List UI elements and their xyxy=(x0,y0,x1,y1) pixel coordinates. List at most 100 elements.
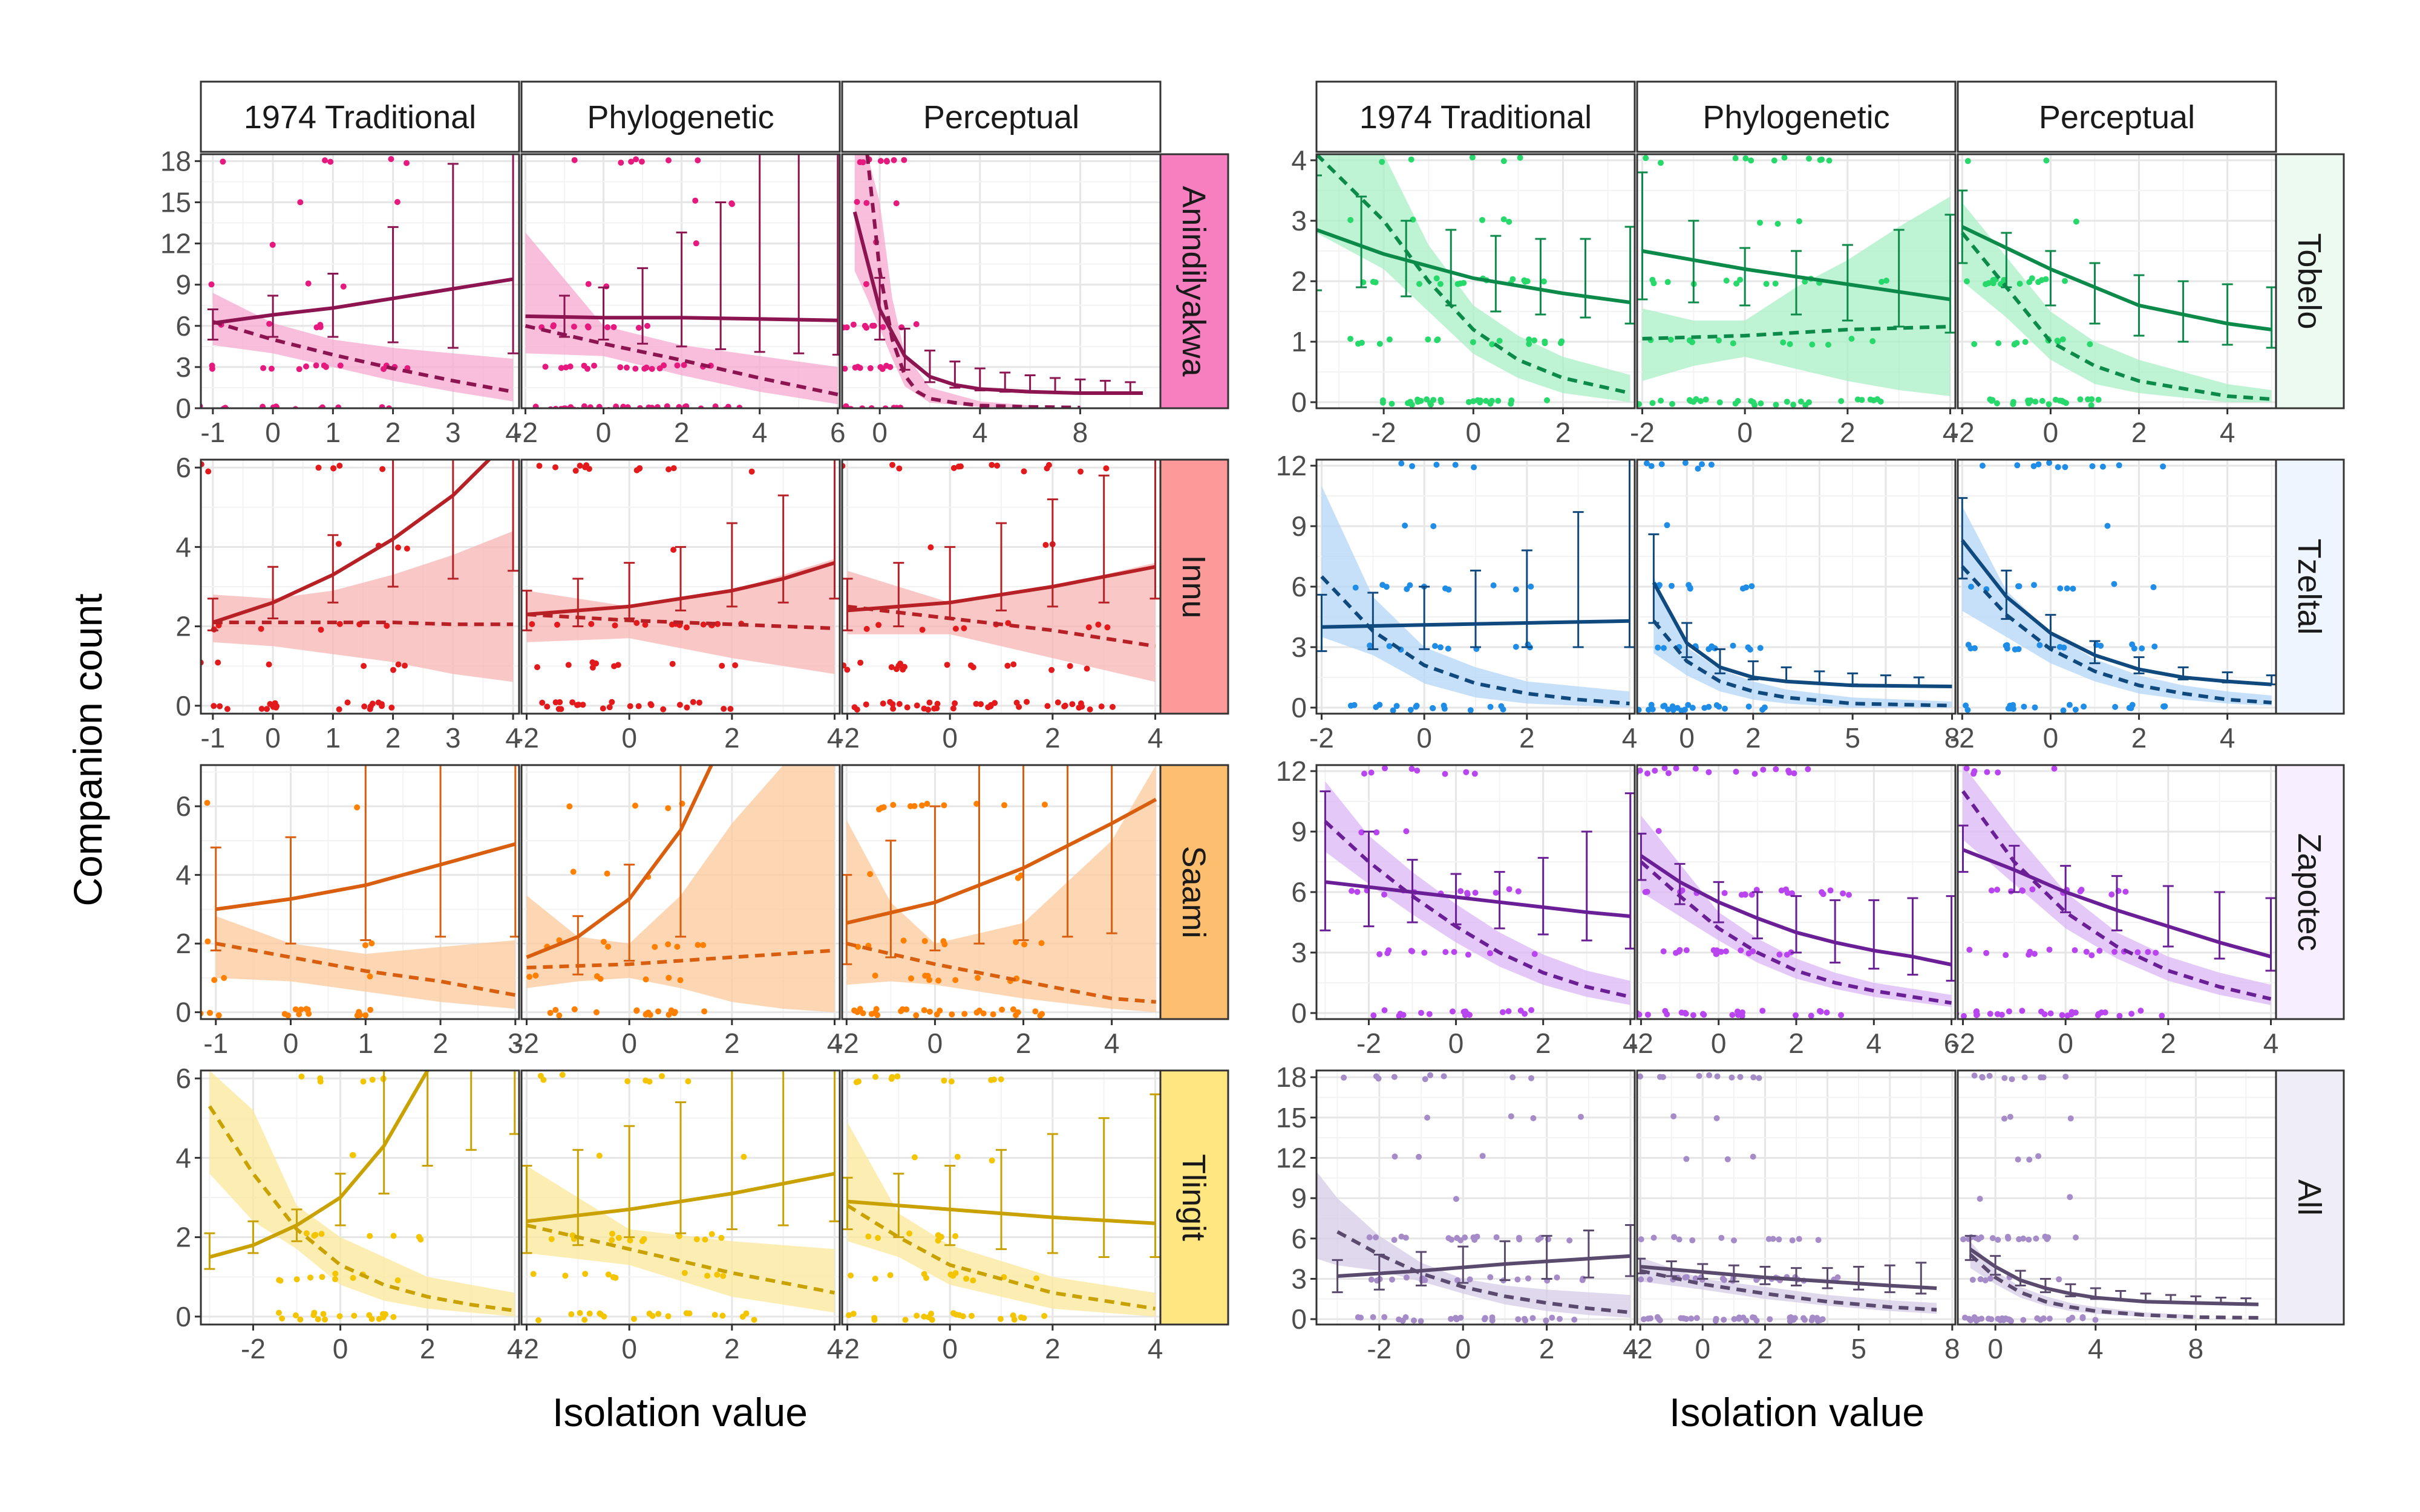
panel-saami-1: -2 0 2 4 xyxy=(514,764,842,1059)
y-tick-label: 0 xyxy=(175,690,191,722)
fit-line-solid xyxy=(1962,848,2272,959)
data-point xyxy=(547,1009,554,1016)
data-point xyxy=(695,942,701,948)
data-point xyxy=(1692,765,1699,772)
raw-points xyxy=(1637,765,1852,1019)
data-point xyxy=(303,1230,310,1237)
data-point xyxy=(1542,340,1548,347)
data-point xyxy=(1095,621,1102,628)
data-point xyxy=(1540,278,1547,285)
data-point xyxy=(2020,1317,2027,1323)
x-tick-label: 0 xyxy=(621,722,637,754)
x-tick-label: -2 xyxy=(1309,722,1334,754)
x-tick-label: 8 xyxy=(1944,1333,1960,1364)
data-point xyxy=(2079,1315,2086,1321)
x-tick-label: 4 xyxy=(1623,1028,1638,1059)
data-point xyxy=(665,805,672,812)
data-point xyxy=(627,1237,633,1243)
data-point xyxy=(1662,1008,1669,1014)
column-header-label: 1974 Traditional xyxy=(244,99,476,135)
panel-plot-area xyxy=(201,154,519,408)
fit-line-dashed xyxy=(865,154,1081,408)
data-point xyxy=(1817,157,1823,163)
data-point xyxy=(1487,400,1494,407)
data-point xyxy=(1433,461,1440,468)
data-point xyxy=(327,158,334,165)
data-point xyxy=(548,1236,555,1242)
data-point xyxy=(1750,1153,1756,1160)
data-point xyxy=(692,197,699,204)
data-point xyxy=(999,1006,1006,1013)
data-point xyxy=(2059,1012,2065,1018)
data-point xyxy=(1737,1074,1744,1080)
x-tick-label: 4 xyxy=(2220,722,2235,754)
confidence-ribbon xyxy=(1970,1241,2196,1318)
x-axis-title-right: Isolation value xyxy=(1669,1390,1925,1435)
data-point xyxy=(390,1314,397,1320)
data-point xyxy=(883,158,890,164)
data-point xyxy=(1676,947,1683,953)
data-point xyxy=(1512,644,1519,650)
x-tick-label: 0 xyxy=(1448,1028,1464,1059)
confidence-ribbon xyxy=(1653,576,1952,708)
data-point xyxy=(922,973,929,979)
data-point xyxy=(1471,771,1478,777)
fit-line-solid xyxy=(1640,854,1952,966)
data-point xyxy=(904,704,911,711)
data-point xyxy=(604,870,610,877)
data-point xyxy=(1964,706,1971,713)
data-point xyxy=(2059,397,2065,404)
column-header-label: 1974 Traditional xyxy=(1359,99,1592,135)
data-point xyxy=(1644,770,1650,777)
data-point xyxy=(2003,952,2009,959)
data-point xyxy=(1695,465,1701,472)
y-tick-label: 9 xyxy=(1291,816,1307,847)
data-point xyxy=(1526,341,1532,347)
data-point xyxy=(1988,1316,1995,1323)
data-point xyxy=(712,403,719,408)
data-point xyxy=(1683,1011,1689,1017)
fit-line-solid xyxy=(1969,1248,2259,1306)
panel-border xyxy=(1957,764,2277,1020)
column-header-label: Perceptual xyxy=(2039,99,2195,135)
data-point xyxy=(1710,644,1716,651)
data-point xyxy=(1715,337,1722,344)
data-point xyxy=(1508,397,1515,404)
data-point xyxy=(715,621,721,627)
data-point xyxy=(638,158,645,165)
data-point xyxy=(2095,396,2102,403)
data-point xyxy=(1457,1314,1464,1321)
data-point xyxy=(1678,1315,1684,1321)
data-point xyxy=(317,1075,324,1081)
data-point xyxy=(1713,1115,1720,1121)
data-point xyxy=(1442,585,1448,591)
data-point xyxy=(536,463,543,469)
data-point xyxy=(1509,276,1516,282)
data-point xyxy=(266,661,272,668)
data-point xyxy=(1802,278,1808,285)
data-point xyxy=(1408,156,1414,163)
data-point xyxy=(585,281,592,287)
data-point xyxy=(1379,158,1385,165)
x-tick-label: 1 xyxy=(325,722,341,754)
data-point xyxy=(695,157,701,164)
data-point xyxy=(929,1317,935,1323)
panel-plot-area xyxy=(842,1070,1160,1325)
data-point xyxy=(1460,1009,1467,1015)
data-point xyxy=(1796,1236,1802,1242)
data-point xyxy=(1786,769,1793,776)
data-point xyxy=(863,281,869,287)
data-point xyxy=(382,1311,388,1317)
data-point xyxy=(1506,218,1512,225)
data-point xyxy=(1810,1314,1816,1321)
data-point xyxy=(1698,398,1704,405)
data-point xyxy=(2098,642,2104,649)
data-point xyxy=(2092,1317,2099,1323)
data-point xyxy=(665,941,672,948)
data-point xyxy=(1977,1276,1984,1283)
panel-zapotec-2: -2 0 2 4 xyxy=(1951,764,2278,1059)
data-point xyxy=(1838,398,1845,405)
data-point xyxy=(390,666,396,673)
